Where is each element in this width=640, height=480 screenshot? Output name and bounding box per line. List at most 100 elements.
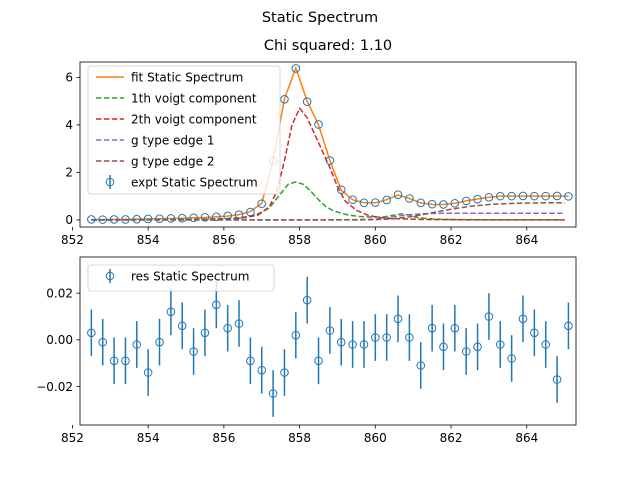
- x-tick-label: 854: [137, 431, 160, 445]
- x-tick-label: 860: [364, 431, 387, 445]
- legend-label: expt Static Spectrum: [131, 176, 258, 190]
- legend-label: 2th voigt component: [131, 113, 257, 127]
- data-point: [280, 368, 289, 377]
- data-point: [212, 300, 221, 310]
- data-point: [314, 120, 323, 129]
- data-point: [371, 333, 380, 342]
- series-line: [91, 65, 569, 221]
- data-point: [257, 365, 267, 375]
- data-point: [246, 207, 255, 217]
- data-point: [541, 191, 551, 201]
- data-point: [98, 215, 108, 224]
- legend-box: [87, 65, 281, 195]
- data-point: [234, 210, 244, 219]
- legend-label: res Static Spectrum: [131, 270, 249, 284]
- y-tick-label: 0.00: [46, 333, 73, 347]
- data-point: [166, 307, 176, 317]
- data-point: [416, 361, 426, 370]
- x-tick-label: 858: [288, 431, 311, 445]
- data-point: [564, 321, 573, 331]
- data-point: [143, 214, 153, 224]
- x-tick-label: 858: [288, 233, 311, 247]
- data-point: [552, 375, 562, 384]
- legend-label: fit Static Spectrum: [131, 71, 243, 85]
- data-point: [325, 326, 335, 335]
- data-point: [382, 195, 391, 205]
- axes-frame: [79, 61, 577, 228]
- data-point: [359, 198, 369, 208]
- legend: res Static Spectrum: [87, 264, 275, 292]
- main-spectrum-plot: Chi squared: 1.10 852 854 856 858 860 862 864 0 2…: [61, 38, 577, 247]
- series-2th-voigt-component: [91, 106, 565, 221]
- data-point: [552, 191, 562, 201]
- series-expt-static-spectrum: [87, 64, 573, 224]
- data-point: [473, 194, 482, 204]
- data-point: [280, 94, 289, 104]
- data-point: [336, 337, 346, 347]
- data-point: [564, 192, 573, 201]
- data-point: [439, 200, 448, 209]
- x-tick-label: 856: [212, 233, 235, 247]
- series-line: [91, 181, 565, 221]
- data-point: [518, 191, 528, 201]
- data-point: [121, 215, 130, 224]
- data-point: [359, 340, 369, 349]
- legend: fit Static Spectrum 1th voigt component 2t…: [87, 65, 281, 195]
- data-point: [507, 191, 516, 201]
- data-point: [495, 340, 505, 349]
- data-point: [268, 389, 278, 398]
- data-point: [98, 337, 108, 347]
- data-point: [291, 64, 301, 73]
- figure-suptitle: Static Spectrum: [262, 10, 378, 26]
- data-point: [314, 356, 323, 366]
- data-point: [87, 328, 96, 338]
- data-point: [87, 215, 96, 224]
- data-point: [302, 97, 312, 106]
- x-tick-label: 860: [364, 233, 387, 247]
- axes-frame: [79, 256, 577, 426]
- plot-area: [87, 276, 573, 417]
- data-point: [212, 212, 221, 222]
- data-point: [518, 314, 528, 324]
- data-point: [416, 198, 426, 208]
- y-tick-label: 0.02: [46, 286, 73, 300]
- data-point: [427, 323, 437, 333]
- data-point: [461, 347, 471, 356]
- data-point: [530, 191, 539, 201]
- data-point: [484, 193, 494, 202]
- legend-label: 1th voigt component: [131, 92, 257, 106]
- data-point: [121, 356, 130, 366]
- data-point: [109, 215, 119, 224]
- plot-area: [87, 64, 573, 224]
- data-point: [507, 354, 516, 363]
- y-tick-label: 6: [65, 71, 73, 85]
- y-tick-label: −0.02: [36, 380, 73, 394]
- y-tick-label: 4: [65, 118, 73, 132]
- data-point: [405, 194, 414, 203]
- data-point: [177, 321, 187, 331]
- series-fit-static-spectrum: [91, 65, 569, 221]
- data-point: [223, 211, 232, 221]
- residual-plot: 852 854 856 858 860 862 864 −0.02 0.00 0.02 res St…: [36, 256, 577, 445]
- x-tick-label: 862: [440, 233, 463, 247]
- series-res-static-spectrum: [87, 276, 573, 417]
- series-line: [91, 106, 565, 221]
- x-tick-label: 864: [515, 233, 538, 247]
- data-point: [405, 333, 414, 342]
- data-point: [257, 199, 267, 209]
- x-tick-label: 852: [61, 233, 84, 247]
- data-point: [234, 319, 244, 328]
- x-tick-label: 854: [137, 233, 160, 247]
- x-tick-label: 856: [212, 431, 235, 445]
- data-point: [382, 333, 391, 342]
- data-point: [189, 347, 198, 356]
- data-point: [246, 356, 255, 366]
- data-point: [450, 323, 460, 333]
- data-point: [450, 198, 460, 208]
- data-point: [109, 356, 119, 366]
- data-point: [427, 199, 437, 209]
- data-point: [155, 214, 164, 223]
- legend-box: [87, 264, 275, 292]
- series-1th-voigt-component: [91, 181, 565, 221]
